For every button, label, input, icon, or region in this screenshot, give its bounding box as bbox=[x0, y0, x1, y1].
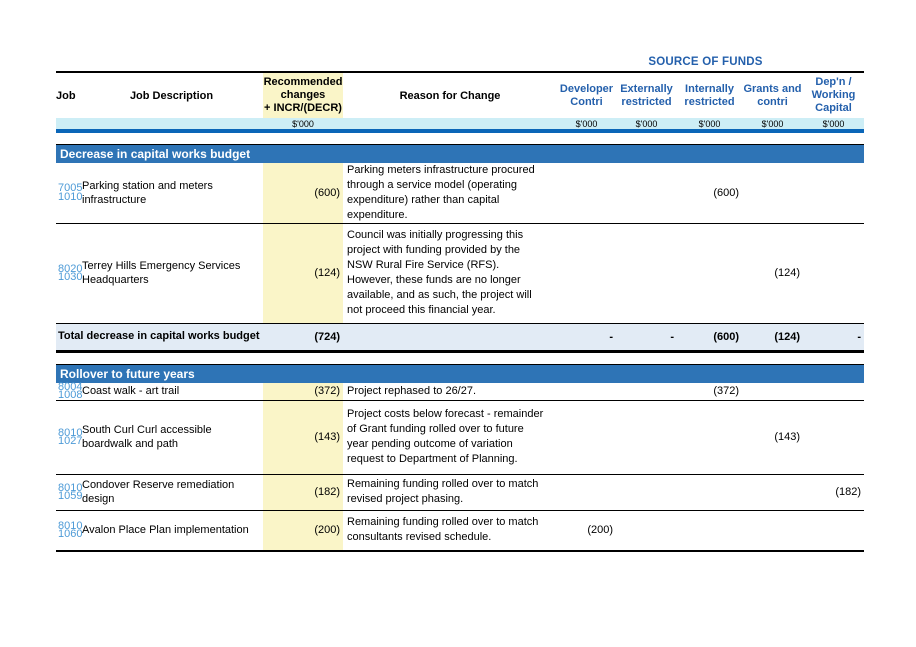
developer-contri-cell bbox=[557, 400, 616, 475]
table-row-avalon-place: 8010 1060 Avalon Place Plan implementati… bbox=[56, 510, 864, 552]
section-title: Rollover to future years bbox=[56, 363, 864, 383]
job-code: 8010 1060 bbox=[56, 510, 82, 552]
source-of-funds-heading: SOURCE OF FUNDS bbox=[648, 56, 763, 68]
units-externally: $'000 bbox=[616, 118, 677, 133]
col-header-depn-working-capital: Dep'n / Working Capital bbox=[803, 71, 864, 118]
total-row-decrease: Total decrease in capital works budget (… bbox=[56, 322, 864, 353]
job-description-cell: Condover Reserve remediation design bbox=[80, 474, 263, 511]
externally-restricted-cell bbox=[616, 162, 677, 224]
reason-cell: Project costs below forecast - remainder… bbox=[343, 400, 557, 475]
total-depn-cell: - bbox=[803, 322, 864, 353]
section-gap bbox=[56, 351, 864, 364]
job-description-cell: Coast walk - art trail bbox=[80, 382, 263, 401]
reason-cell: Council was initially progressing this p… bbox=[343, 223, 557, 324]
developer-contri-cell bbox=[557, 382, 616, 401]
recommended-change-cell: (600) bbox=[263, 162, 343, 224]
job-code: 8010 1027 bbox=[56, 400, 82, 475]
units-changes: $'000 bbox=[263, 118, 343, 133]
reason-cell: Remaining funding rolled over to match r… bbox=[343, 474, 557, 511]
recommended-change-cell: (182) bbox=[263, 474, 343, 511]
units-grants: $'000 bbox=[742, 118, 803, 133]
job-code: 8010 1059 bbox=[56, 474, 82, 511]
job-description-cell: Parking station and meters infrastructur… bbox=[80, 162, 263, 224]
grants-contri-cell: (124) bbox=[742, 223, 803, 324]
depn-working-capital-cell bbox=[803, 223, 864, 324]
depn-working-capital-cell bbox=[803, 162, 864, 224]
col-header-internally-restricted: Internally restricted bbox=[677, 71, 742, 118]
col-header-externally-restricted: Externally restricted bbox=[616, 71, 677, 118]
col-header-reason-for-change: Reason for Change bbox=[343, 71, 557, 118]
units-depn: $'000 bbox=[803, 118, 864, 133]
grants-contri-cell bbox=[742, 382, 803, 401]
job-code: 8020 1030 bbox=[56, 223, 82, 324]
externally-restricted-cell bbox=[616, 474, 677, 511]
externally-restricted-cell bbox=[616, 510, 677, 552]
depn-working-capital-cell bbox=[803, 382, 864, 401]
units-row: $'000 $'000 $'000 $'000 $'000 $'000 bbox=[56, 118, 864, 133]
internally-restricted-cell bbox=[677, 510, 742, 552]
reason-cell: Project rephased to 26/27. bbox=[343, 382, 557, 401]
total-externally-cell: - bbox=[616, 322, 677, 353]
depn-working-capital-cell: (182) bbox=[803, 474, 864, 511]
externally-restricted-cell bbox=[616, 382, 677, 401]
total-internally-cell: (600) bbox=[677, 322, 742, 353]
budget-table: Job Job Description Recommended changes … bbox=[56, 71, 864, 552]
col-header-job-description: Job Description bbox=[80, 71, 263, 118]
units-developer: $'000 bbox=[557, 118, 616, 133]
units-internally: $'000 bbox=[677, 118, 742, 133]
col-header-developer-contri: Developer Contri bbox=[557, 71, 616, 118]
col-header-recommended-changes: Recommended changes + INCR/(DECR) bbox=[263, 71, 343, 118]
reason-cell: Remaining funding rolled over to match c… bbox=[343, 510, 557, 552]
internally-restricted-cell bbox=[677, 223, 742, 324]
table-row-terrey-hills: 8020 1030 Terrey Hills Emergency Service… bbox=[56, 223, 864, 324]
recommended-change-cell: (372) bbox=[263, 382, 343, 401]
total-label: Total decrease in capital works budget bbox=[56, 322, 263, 353]
externally-restricted-cell bbox=[616, 400, 677, 475]
job-description-cell: Terrey Hills Emergency Services Headquar… bbox=[80, 223, 263, 324]
capital-works-budget-report: SOURCE OF FUNDS Job Job Description Reco… bbox=[56, 56, 864, 552]
job-description-cell: South Curl Curl accessible boardwalk and… bbox=[80, 400, 263, 475]
table-row-south-curl-curl: 8010 1027 South Curl Curl accessible boa… bbox=[56, 400, 864, 475]
grants-contri-cell: (143) bbox=[742, 400, 803, 475]
reason-cell: Parking meters infrastructure procured t… bbox=[343, 162, 557, 224]
depn-working-capital-cell bbox=[803, 400, 864, 475]
recommended-change-cell: (200) bbox=[263, 510, 343, 552]
total-grants-cell: (124) bbox=[742, 322, 803, 353]
internally-restricted-cell bbox=[677, 400, 742, 475]
job-code: 7005 1010 bbox=[56, 162, 82, 224]
section-title: Decrease in capital works budget bbox=[56, 143, 864, 163]
col-header-job: Job bbox=[56, 71, 80, 118]
job-code: 8004 1008 bbox=[56, 380, 83, 401]
col-header-grants-and-contri: Grants and contri bbox=[742, 71, 803, 118]
section-gap bbox=[56, 131, 864, 144]
table-header-row: Job Job Description Recommended changes … bbox=[56, 71, 864, 118]
table-row-condover-reserve: 8010 1059 Condover Reserve remediation d… bbox=[56, 474, 864, 511]
developer-contri-cell bbox=[557, 223, 616, 324]
internally-restricted-cell bbox=[677, 474, 742, 511]
grants-contri-cell bbox=[742, 162, 803, 224]
developer-contri-cell bbox=[557, 474, 616, 511]
recommended-change-cell: (143) bbox=[263, 400, 343, 475]
depn-working-capital-cell bbox=[803, 510, 864, 552]
developer-contri-cell bbox=[557, 162, 616, 224]
internally-restricted-cell: (372) bbox=[677, 382, 742, 401]
internally-restricted-cell: (600) bbox=[677, 162, 742, 224]
grants-contri-cell bbox=[742, 474, 803, 511]
section-header-rollover: Rollover to future years bbox=[56, 363, 864, 383]
job-description-cell: Avalon Place Plan implementation bbox=[80, 510, 263, 552]
externally-restricted-cell bbox=[616, 223, 677, 324]
recommended-change-cell: (124) bbox=[263, 223, 343, 324]
developer-contri-cell: (200) bbox=[557, 510, 616, 552]
grants-contri-cell bbox=[742, 510, 803, 552]
total-change-cell: (724) bbox=[263, 322, 343, 353]
table-row-coast-walk: 8004 1008 Coast walk - art trail (372) P… bbox=[56, 380, 864, 401]
section-header-decrease: Decrease in capital works budget bbox=[56, 143, 864, 163]
table-row-parking-station: 7005 1010 Parking station and meters inf… bbox=[56, 162, 864, 224]
total-developer-cell: - bbox=[557, 322, 616, 353]
